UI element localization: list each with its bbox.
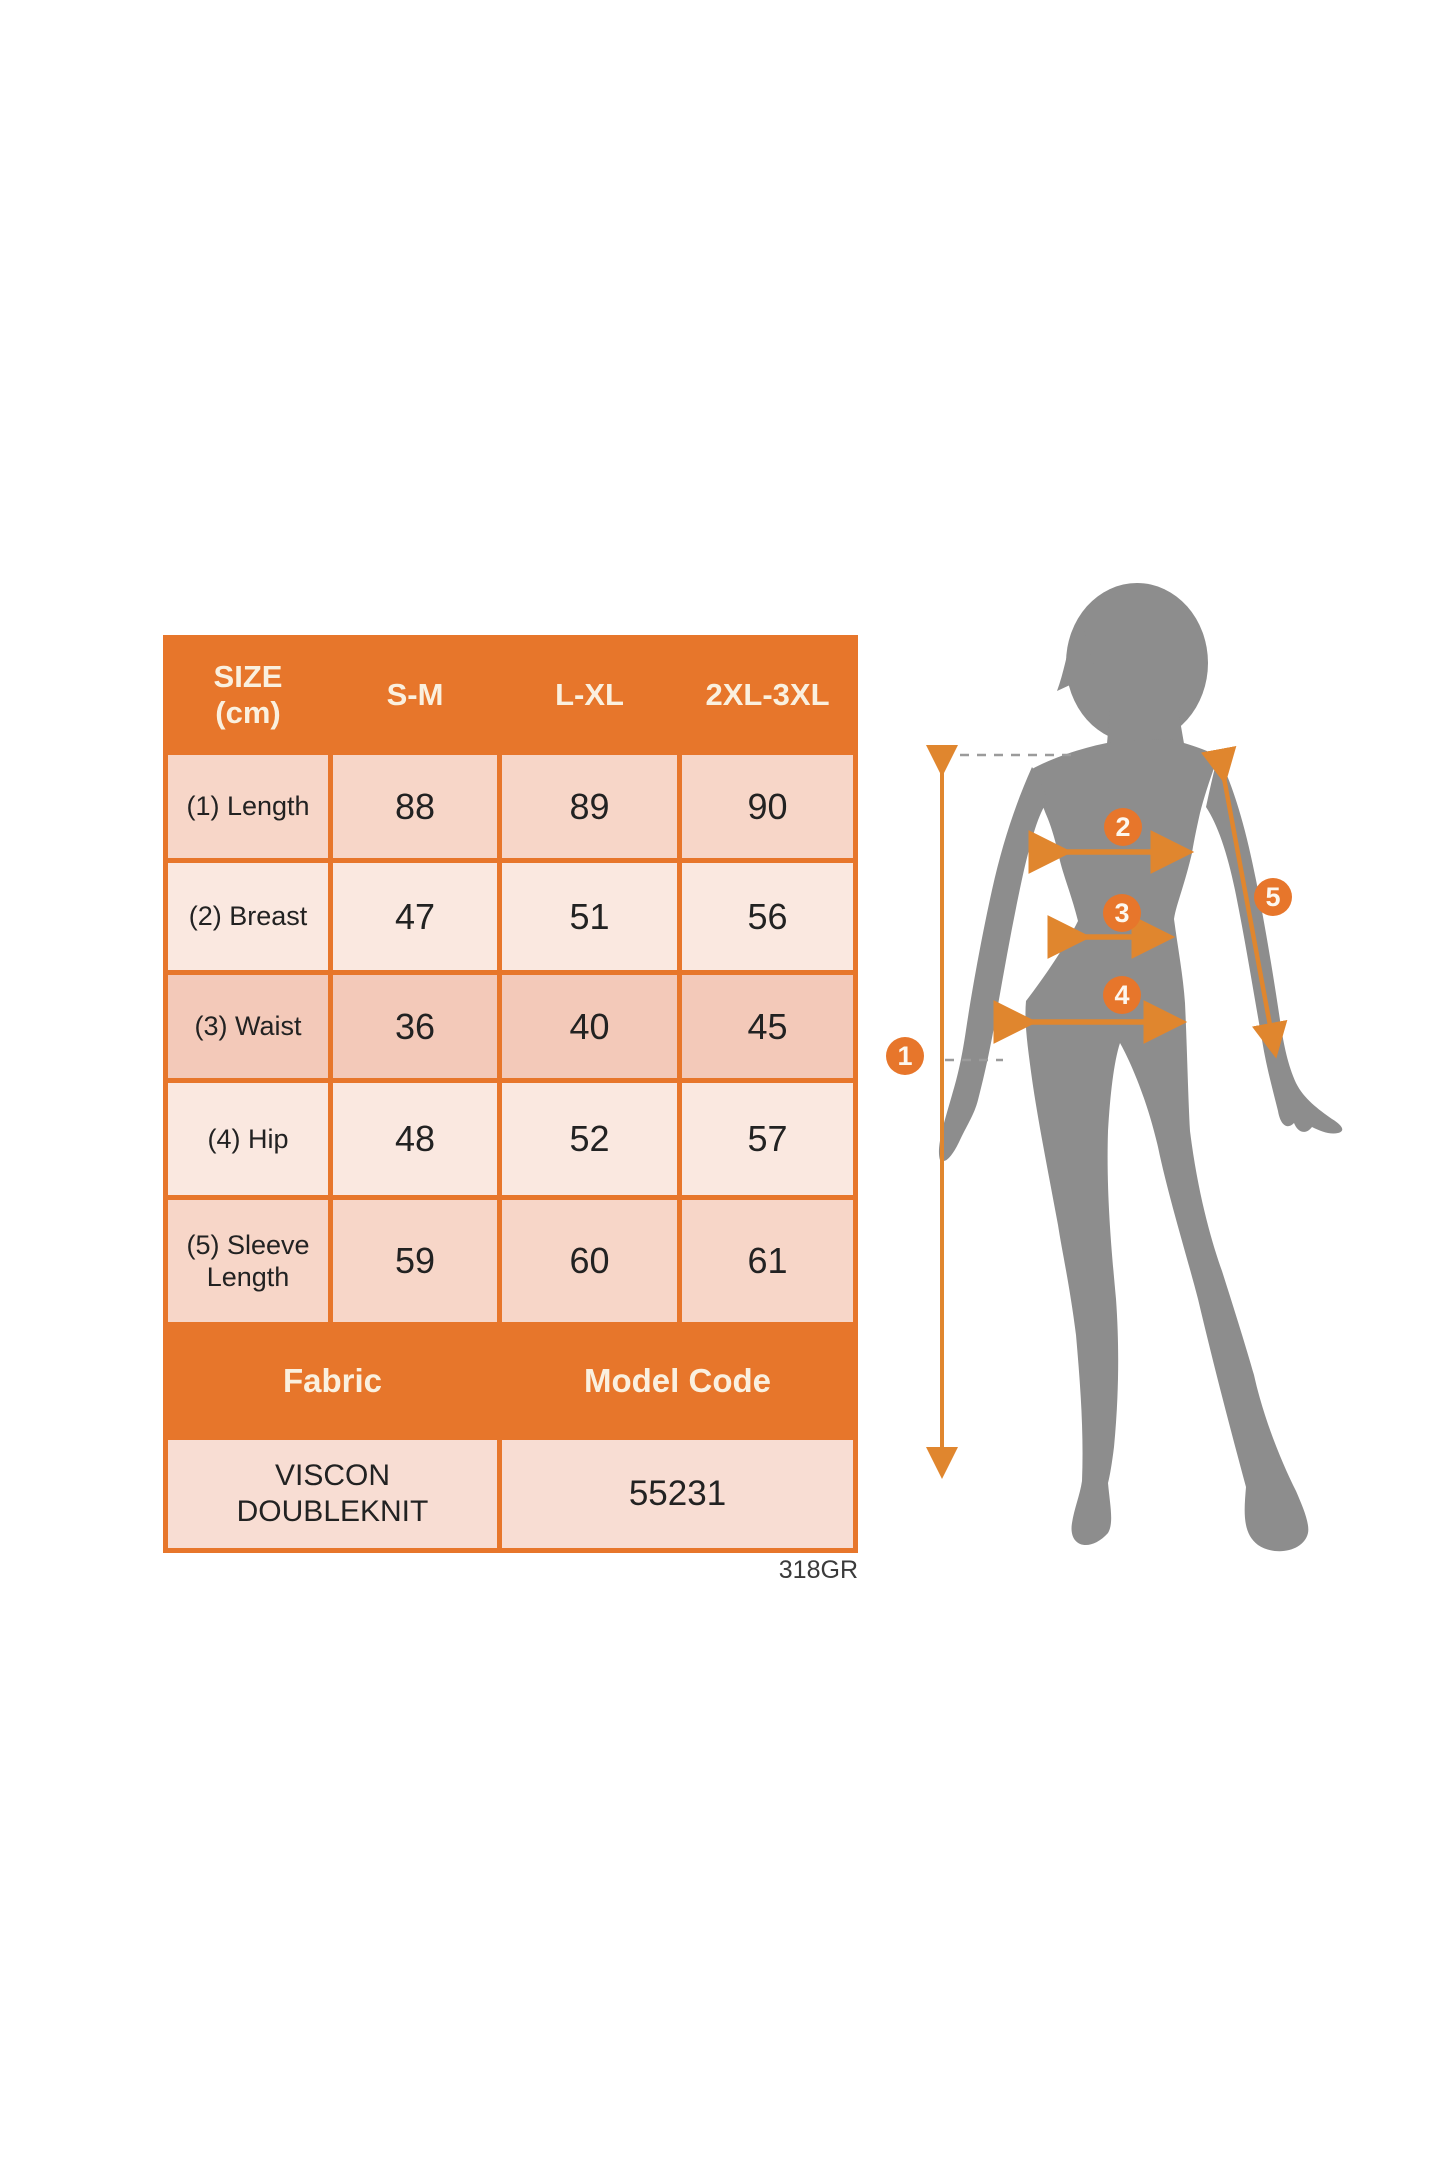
length-l-xl: 89: [502, 755, 677, 858]
waist-l-xl: 40: [502, 975, 677, 1078]
marker-2-breast: 2: [1104, 808, 1142, 846]
body-silhouette: [938, 583, 1343, 1552]
hip-2xl-3xl: 57: [682, 1083, 853, 1195]
head-shape: [1066, 583, 1208, 743]
marker-5-sleeve: 5: [1254, 878, 1292, 916]
row-label-waist: (3) Waist: [168, 975, 328, 1078]
row-label-sleeve-length: (5) Sleeve Length: [168, 1200, 328, 1322]
hip-s-m: 48: [333, 1083, 497, 1195]
col-header-l-xl: L-XL: [502, 640, 677, 750]
marker-1-length: 1: [886, 1037, 924, 1075]
marker-4-hip: 4: [1103, 976, 1141, 1014]
hair-lock-shape: [1057, 617, 1096, 691]
hip-l-xl: 52: [502, 1083, 677, 1195]
measurement-figure: 1 2 3 4 5: [880, 575, 1400, 1590]
row-label-breast: (2) Breast: [168, 863, 328, 970]
sleeve-s-m: 59: [333, 1200, 497, 1322]
row-label-length: (1) Length: [168, 755, 328, 858]
torso-legs-shape: [1025, 739, 1309, 1552]
col-header-s-m: S-M: [333, 640, 497, 750]
size-table: SIZE (cm) S-M L-XL 2XL-3XL (1) Length 88…: [163, 635, 858, 1553]
length-2xl-3xl: 90: [682, 755, 853, 858]
marker-3-waist: 3: [1103, 894, 1141, 932]
fabric-value: VISCON DOUBLEKNIT: [168, 1440, 497, 1548]
breast-s-m: 47: [333, 863, 497, 970]
length-s-m: 88: [333, 755, 497, 858]
fabric-header: Fabric: [168, 1327, 497, 1435]
row-label-hip: (4) Hip: [168, 1083, 328, 1195]
model-code-value: 55231: [502, 1440, 853, 1548]
sleeve-l-xl: 60: [502, 1200, 677, 1322]
sleeve-arrow: [1200, 745, 1288, 1059]
waist-s-m: 36: [333, 975, 497, 1078]
sleeve-2xl-3xl: 61: [682, 1200, 853, 1322]
model-code-header: Model Code: [502, 1327, 853, 1435]
left-arm-shape: [938, 767, 1048, 1162]
weight-note: 318GR: [778, 1556, 858, 1584]
waist-2xl-3xl: 45: [682, 975, 853, 1078]
col-header-2xl-3xl: 2XL-3XL: [682, 640, 853, 750]
breast-2xl-3xl: 56: [682, 863, 853, 970]
right-arm-shape: [1206, 755, 1343, 1134]
size-header-cell: SIZE (cm): [168, 640, 328, 750]
figure-canvas: [926, 583, 1343, 1552]
breast-l-xl: 51: [502, 863, 677, 970]
